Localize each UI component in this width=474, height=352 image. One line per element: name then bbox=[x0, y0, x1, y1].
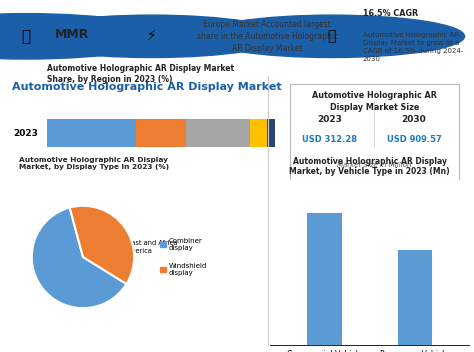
Bar bbox=[186, 119, 250, 147]
Text: Automotive Holographic AR
Display Market Size: Automotive Holographic AR Display Market… bbox=[312, 91, 437, 112]
Text: Market Size in Million: Market Size in Million bbox=[337, 162, 412, 168]
Text: Automotive Holographic AR Display Market: Automotive Holographic AR Display Market bbox=[12, 82, 282, 92]
Text: ⚡: ⚡ bbox=[147, 29, 156, 43]
Text: 2023: 2023 bbox=[317, 115, 342, 124]
Text: Automotive Holographic AR Display Market
Share, by Region in 2023 (%): Automotive Holographic AR Display Market… bbox=[47, 64, 235, 84]
Text: 🌐: 🌐 bbox=[21, 29, 31, 44]
Circle shape bbox=[0, 14, 168, 59]
Bar bbox=[47, 119, 136, 147]
Text: Automotive Holographic AR
Display Market to grow at a
CAGR of 16.5% during 2024-: Automotive Holographic AR Display Market… bbox=[363, 32, 463, 62]
Wedge shape bbox=[70, 206, 134, 284]
Text: MMR: MMR bbox=[55, 27, 89, 40]
Bar bbox=[136, 119, 186, 147]
Text: Europe Market Accounted largest
share in the Automotive Holographic
AR Display M: Europe Market Accounted largest share in… bbox=[197, 20, 338, 53]
Text: USD 312.28: USD 312.28 bbox=[302, 135, 357, 144]
Bar bbox=[267, 119, 275, 147]
Bar bbox=[398, 250, 432, 345]
Text: 2030: 2030 bbox=[401, 115, 427, 124]
Text: USD 909.57: USD 909.57 bbox=[387, 135, 441, 144]
Text: Automotive Holographic AR Display
Market, by Vehicle Type in 2023 (Mn): Automotive Holographic AR Display Market… bbox=[290, 157, 450, 176]
Text: Automotive Holographic AR Display
Market, by Display Type In 2023 (%): Automotive Holographic AR Display Market… bbox=[19, 157, 169, 170]
Bar bbox=[250, 119, 267, 147]
Legend: North America, Asia-Pacific, Europe, Middle East and Africa, South America: North America, Asia-Pacific, Europe, Mid… bbox=[33, 238, 181, 265]
Text: 16.5% CAGR: 16.5% CAGR bbox=[363, 9, 418, 18]
FancyBboxPatch shape bbox=[290, 84, 459, 180]
Legend: Combiner
display, Windshield
display: Combiner display, Windshield display bbox=[157, 235, 210, 279]
Wedge shape bbox=[32, 208, 127, 308]
Bar bbox=[307, 213, 342, 345]
Text: 🔥: 🔥 bbox=[328, 29, 336, 43]
Circle shape bbox=[19, 15, 284, 57]
Circle shape bbox=[199, 15, 465, 57]
